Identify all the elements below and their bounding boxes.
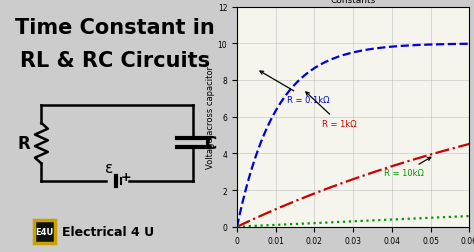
- Text: C: C: [204, 134, 217, 152]
- Text: +: +: [121, 170, 131, 183]
- Y-axis label: Voltage across capacitor: Voltage across capacitor: [206, 66, 215, 169]
- Text: ε: ε: [105, 160, 113, 175]
- Text: E4U: E4U: [36, 227, 54, 236]
- Title: Capacitor Charging Analysis with three Time
Constants: Capacitor Charging Analysis with three T…: [252, 0, 454, 5]
- X-axis label: Time, s: Time, s: [336, 251, 371, 252]
- Text: R: R: [18, 135, 30, 153]
- Text: R = 1kΩ: R = 1kΩ: [306, 93, 357, 128]
- Text: Electrical 4 U: Electrical 4 U: [62, 225, 154, 238]
- Text: R = 0.1kΩ: R = 0.1kΩ: [260, 72, 330, 105]
- Text: RL & RC Circuits: RL & RC Circuits: [20, 50, 210, 70]
- Bar: [35, 220, 55, 243]
- Text: R = 10kΩ: R = 10kΩ: [384, 158, 431, 178]
- Text: Time Constant in: Time Constant in: [15, 18, 215, 38]
